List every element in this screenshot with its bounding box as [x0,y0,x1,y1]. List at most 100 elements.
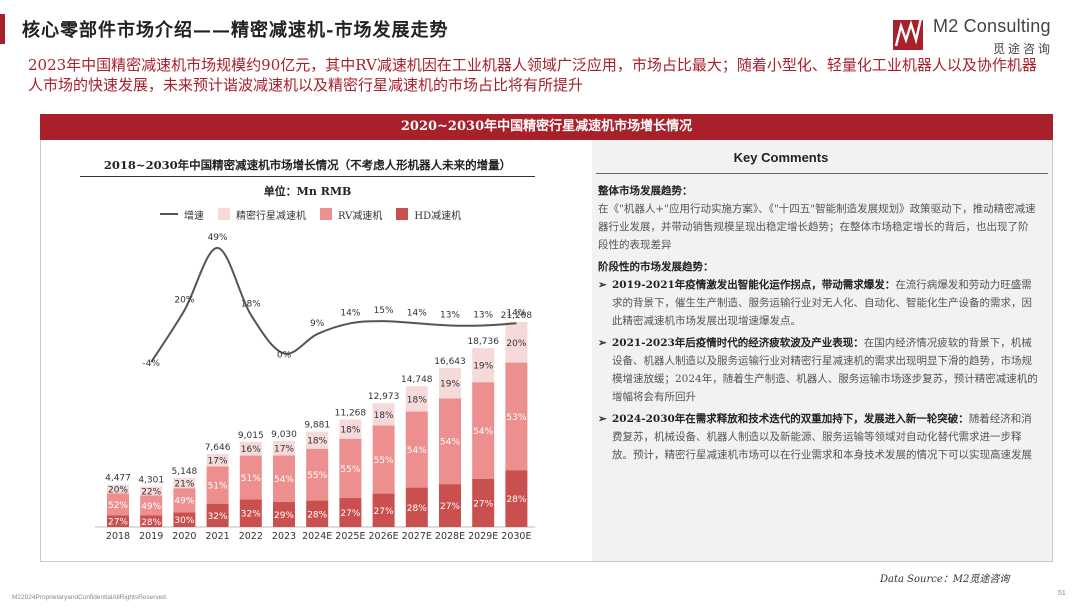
bar-segment [140,486,163,496]
total-label: 12,973 [368,392,400,402]
x-tick-label: 2024E [302,531,332,542]
bar-segment [206,454,229,467]
segment-label: 21% [174,480,194,490]
bar-segment [173,512,196,527]
bar-segment [439,368,461,399]
segment-label: 49% [174,497,194,507]
segment-label: 17% [274,445,294,455]
bar-segment [339,497,362,527]
x-tick-label: 2023 [272,531,296,542]
growth-label: 9% [310,319,325,329]
bullet-text: 在流行病爆发和劳动力旺盛需求的背景下，催生生产制造、服务运输行业对无人化、自动化… [612,279,1032,327]
page-number: 51 [1058,590,1066,597]
legend-hd-swatch [396,208,409,220]
segment-label: 28% [307,510,327,520]
bar-segment [372,425,395,494]
bar-segment [405,411,428,488]
segment-label: 22% [141,487,161,497]
legend-hd: HD减速机 [396,207,461,222]
chart-unit: 单位：Mn RMB [263,185,352,198]
total-label: 9,881 [304,421,330,431]
segment-label: 27% [473,499,493,509]
x-tick-label: 2028E [435,531,465,542]
intro-text: 2023年中国精密减速机市场规模约90亿元，其中RV减速机因在工业机器人领域广泛… [28,56,1037,94]
legend-growth-swatch [160,213,178,215]
bullet-arrow-icon: ➢ [598,413,607,425]
growth-label: 14% [407,308,427,318]
bar-segment [173,477,196,489]
panel-header: 2020~2030年中国精密行星减速机市场增长情况 [40,114,1053,140]
segment-label: 51% [208,482,228,492]
key-comments-body: 整体市场发展趋势： 在《"机器人+"应用行动实施方案》、《"十四五"智能制造发展… [598,182,1038,468]
segment-label: 28% [407,504,427,514]
bar-segment [140,515,163,527]
x-tick-label: 2018 [106,531,130,542]
segment-label: 27% [108,518,128,528]
bar-segment [472,478,495,527]
bullet-arrow-icon: ➢ [598,337,607,349]
logo-name: M2 Consulting [933,16,1051,36]
legend-growth-label: 增速 [184,210,204,222]
bar-segment [306,448,329,501]
total-label: 7,646 [205,443,231,453]
bar-segment [107,515,129,527]
bar-segment [273,502,295,527]
bar-segment [206,466,229,504]
bar-segment [306,431,329,449]
legend-rv: RV减速机 [320,207,382,222]
x-tick-label: 2022 [239,531,263,542]
stage-trend-heading: 阶段性的市场发展趋势： [598,261,714,273]
segment-label: 17% [208,457,228,467]
growth-label: 15% [374,306,394,316]
segment-label: 16% [241,445,261,455]
bar-segment [372,403,395,426]
total-label: 18,736 [467,337,499,347]
segment-label: 19% [440,380,460,390]
segment-label: 27% [340,509,360,519]
segment-label: 54% [274,475,294,485]
bar-segment [239,441,262,456]
logo-cn-name: 觅途咨询 [993,42,1054,56]
segment-label: 52% [108,501,128,511]
bullet-heading: 2021-2023年后疫情时代的经济疲软波及产业表现： [612,337,864,349]
segment-label: 54% [407,446,427,456]
key-comments-panel [592,140,1052,561]
chart-title-rule [80,176,535,177]
x-tick-label: 2030E [501,531,531,542]
segment-label: 27% [374,507,394,517]
data-source: Data Source：M2觅途咨询 [880,574,1010,585]
total-label: 5,148 [172,467,198,477]
bar-segment [505,470,528,527]
comment-bullet: ➢ 2021-2023年后疫情时代的经济疲软波及产业表现：在国内经济情况疲软的背… [598,334,1038,406]
total-label: 14,748 [401,375,433,385]
segment-label: 51% [241,474,261,484]
legend-planetary-swatch [218,208,230,220]
legend-growth: 增速 [160,207,204,222]
bar-segment [372,493,395,527]
logo-mark-icon [893,17,923,50]
growth-label: 14% [506,308,526,318]
segment-label: 32% [208,512,228,522]
bar-segment [107,493,129,516]
total-label: 4,301 [138,475,164,485]
x-tick-label: 2027E [402,531,432,542]
bar-segment [206,503,229,527]
legend-planetary: 精密行星减速机 [218,207,306,222]
segment-label: 27% [440,502,460,512]
legend-rv-swatch [320,208,332,220]
segment-label: 18% [407,395,427,405]
bullet-text: 随着经济和消费复苏，机械设备、机器人制造以及新能源、服务运输等领域对自动化替代需… [612,413,1032,461]
growth-label: 49% [208,233,228,243]
bar-segment [239,499,262,527]
company-logo: M2 Consulting 觅途咨询 [893,14,1073,56]
page-title: 核心零部件市场介绍——精密减速机-市场发展走势 [22,20,449,41]
bar-segment [239,455,262,500]
legend-rv-label: RV减速机 [338,210,383,222]
total-label: 9,030 [271,430,297,440]
bar-segment [273,455,295,503]
growth-label: 14% [340,308,360,318]
bar-segment [273,440,295,456]
bar-segment [439,398,461,485]
growth-line [150,246,517,363]
panel-frame [40,140,1053,562]
